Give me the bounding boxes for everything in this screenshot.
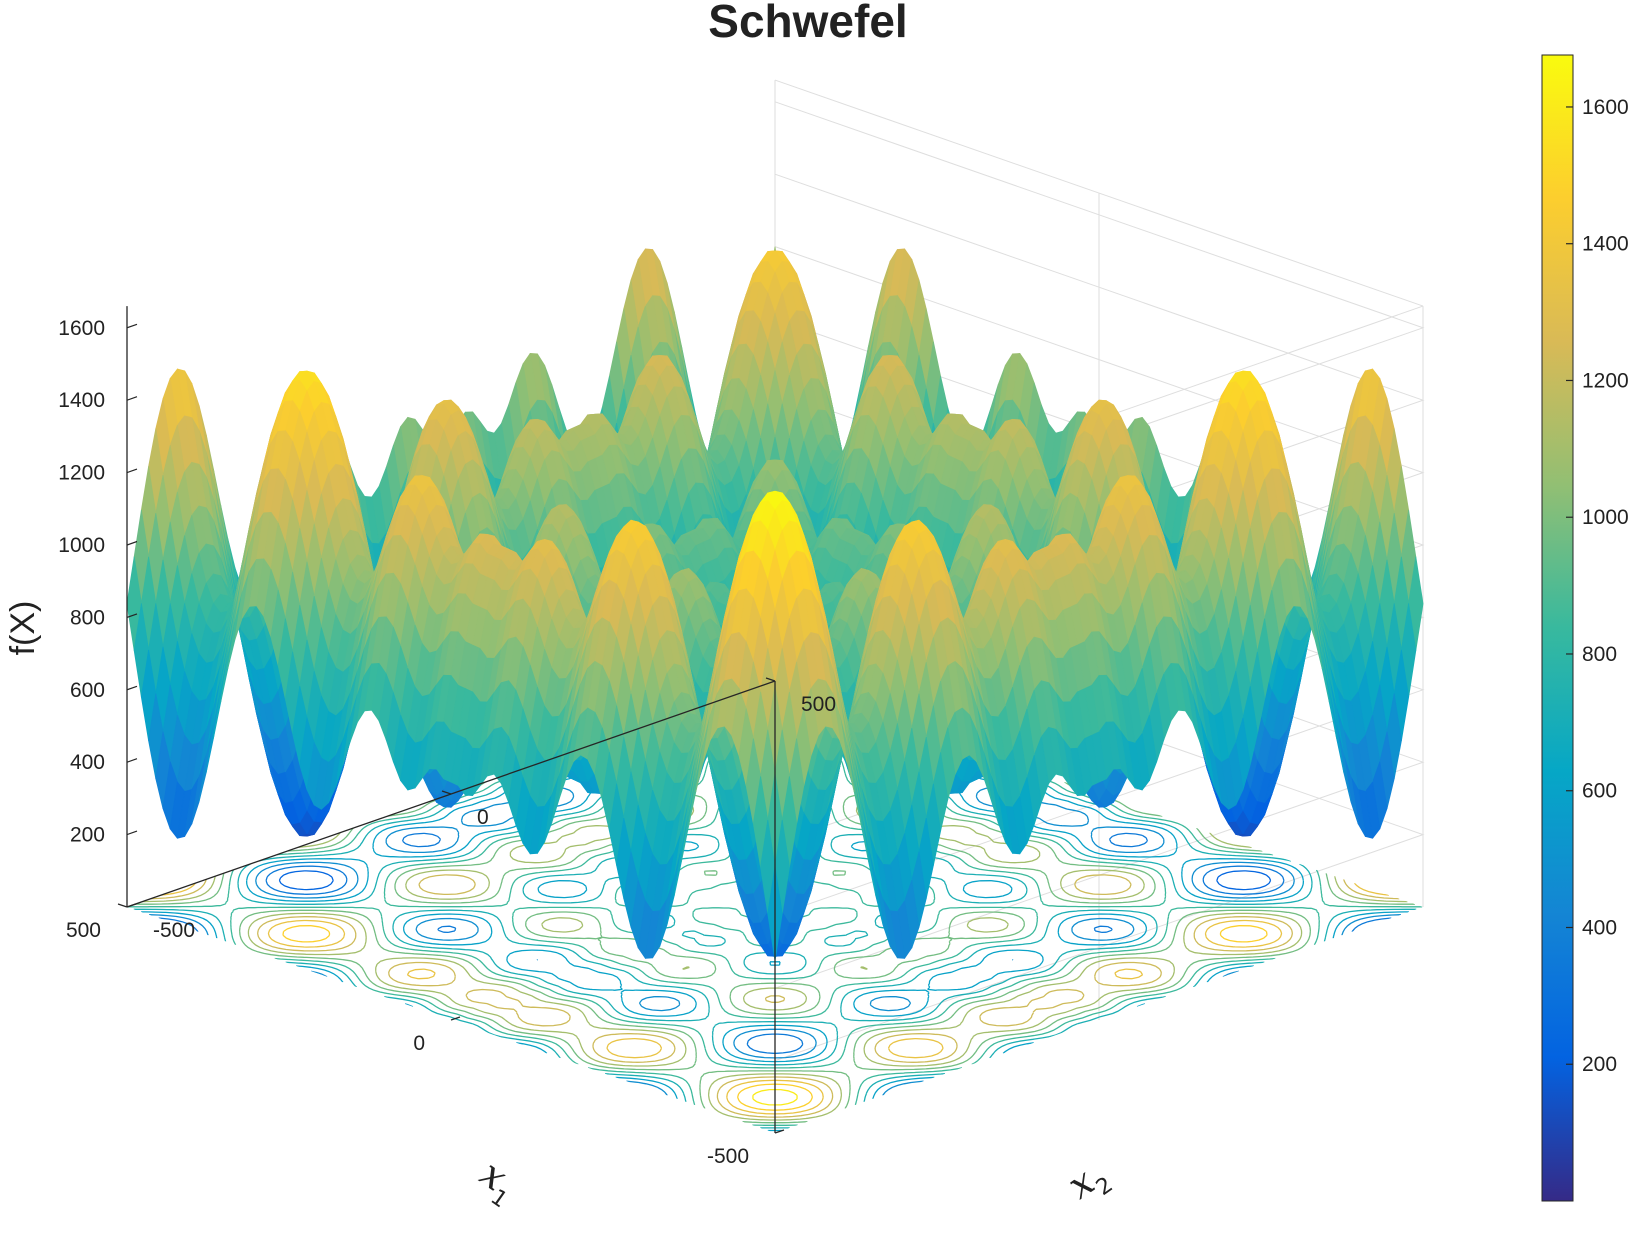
grid-line-top: [774, 79, 1424, 307]
contour-line: [161, 761, 1389, 1115]
surface: [126, 246, 1424, 961]
contour-line: [752, 1088, 798, 1106]
chart-title: Schwefel: [708, 0, 907, 47]
